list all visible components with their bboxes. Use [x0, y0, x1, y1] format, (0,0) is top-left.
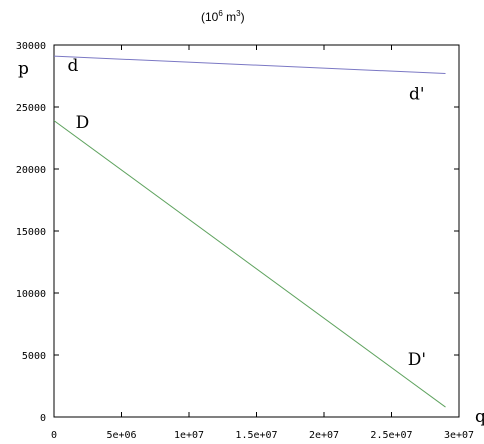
x-axis-label: q [475, 407, 484, 427]
x-tick-label: 1e+07 [174, 430, 204, 441]
unit-note-prefix: (10 [201, 10, 219, 24]
y-tick-label: 30000 [16, 41, 46, 52]
curve-label: d' [409, 85, 425, 105]
y-tick-label: 20000 [16, 165, 46, 176]
y-tick-label: 5000 [22, 351, 46, 362]
x-tick-label: 1.5e+07 [235, 430, 277, 441]
y-tick-label: 0 [40, 413, 46, 424]
unit-note-exponent-3: 3 [236, 9, 241, 18]
series-group [53, 55, 446, 408]
x-tick-label: 3e+07 [444, 430, 474, 441]
annotations-group: d d' D D' [68, 56, 427, 370]
y-axis-label: p [18, 59, 29, 79]
unit-note-suffix: ) [241, 10, 245, 24]
curve-label: D' [408, 350, 426, 370]
x-tick-label: 2e+07 [309, 430, 339, 441]
axis-ticks: 0 5e+06 1e+07 1.5e+07 2e+07 2.5e+07 3e+07 0 5000… [16, 41, 474, 441]
curve-label: d [68, 56, 79, 76]
svg-text:(106 m3): (106 m3) [201, 9, 245, 24]
x-tick-label: 0 [51, 430, 57, 441]
series-line-2 [53, 120, 446, 408]
unit-note-mid: m [223, 10, 236, 24]
unit-note: (106 m3) [201, 9, 245, 24]
x-tick-label: 5e+06 [106, 430, 136, 441]
y-tick-label: 10000 [16, 289, 46, 300]
y-tick-label: 25000 [16, 103, 46, 114]
y-tick-label: 15000 [16, 227, 46, 238]
plot-frame [53, 44, 460, 418]
unit-note-exponent-6: 6 [218, 9, 223, 18]
series-line-1 [53, 55, 446, 75]
curve-label: D [76, 113, 90, 133]
x-tick-label: 2.5e+07 [370, 430, 412, 441]
